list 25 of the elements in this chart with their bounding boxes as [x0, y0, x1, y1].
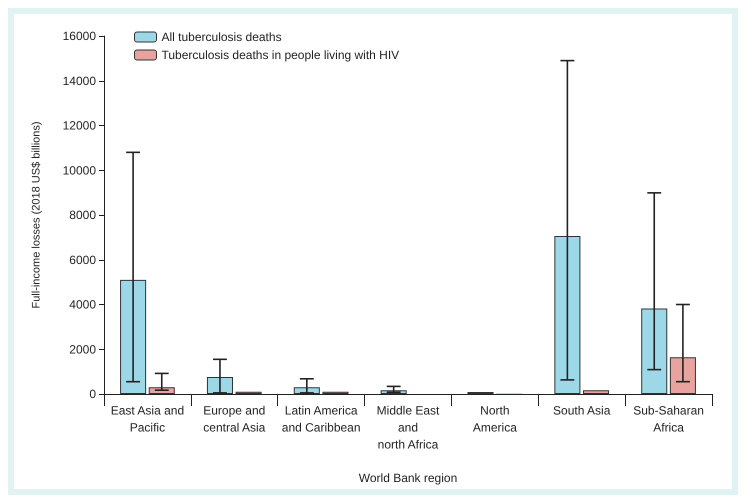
- y-tick-label: 14000: [62, 74, 96, 88]
- bar: [670, 357, 696, 394]
- y-tick-label: 8000: [69, 208, 96, 222]
- y-tick-label: 2000: [69, 342, 96, 356]
- y-tick-label: 6000: [69, 252, 96, 267]
- y-tick-label: 16000: [62, 29, 96, 43]
- y-tick-label: 10000: [62, 163, 96, 178]
- x-tick-label: East Asia and Pacific: [110, 404, 184, 434]
- x-tick-label: South Asia: [553, 404, 611, 418]
- x-tick-label: Latin America and Caribbean: [282, 404, 361, 434]
- y-tick-label: 12000: [62, 118, 96, 132]
- bar: [554, 236, 580, 394]
- x-tick-label: Sub-Saharan Africa: [633, 404, 704, 434]
- x-tick-label: North America: [472, 404, 518, 434]
- bar: [120, 280, 146, 394]
- legend-label: All tuberculosis deaths: [162, 30, 282, 44]
- y-tick-label: 0: [89, 387, 96, 401]
- bar: [641, 308, 668, 394]
- y-axis-title: Full-income losses (2018 US$ billions): [30, 121, 42, 309]
- x-tick-label: Middle East and north Africa: [376, 404, 440, 452]
- x-tick-label: Europe and central Asia: [203, 404, 266, 434]
- legend-label: Tuberculosis deaths in people living with HIV: [162, 48, 400, 62]
- bar: [583, 390, 610, 394]
- y-tick-label: 4000: [69, 298, 96, 312]
- x-axis-title: World Bank region: [358, 471, 458, 485]
